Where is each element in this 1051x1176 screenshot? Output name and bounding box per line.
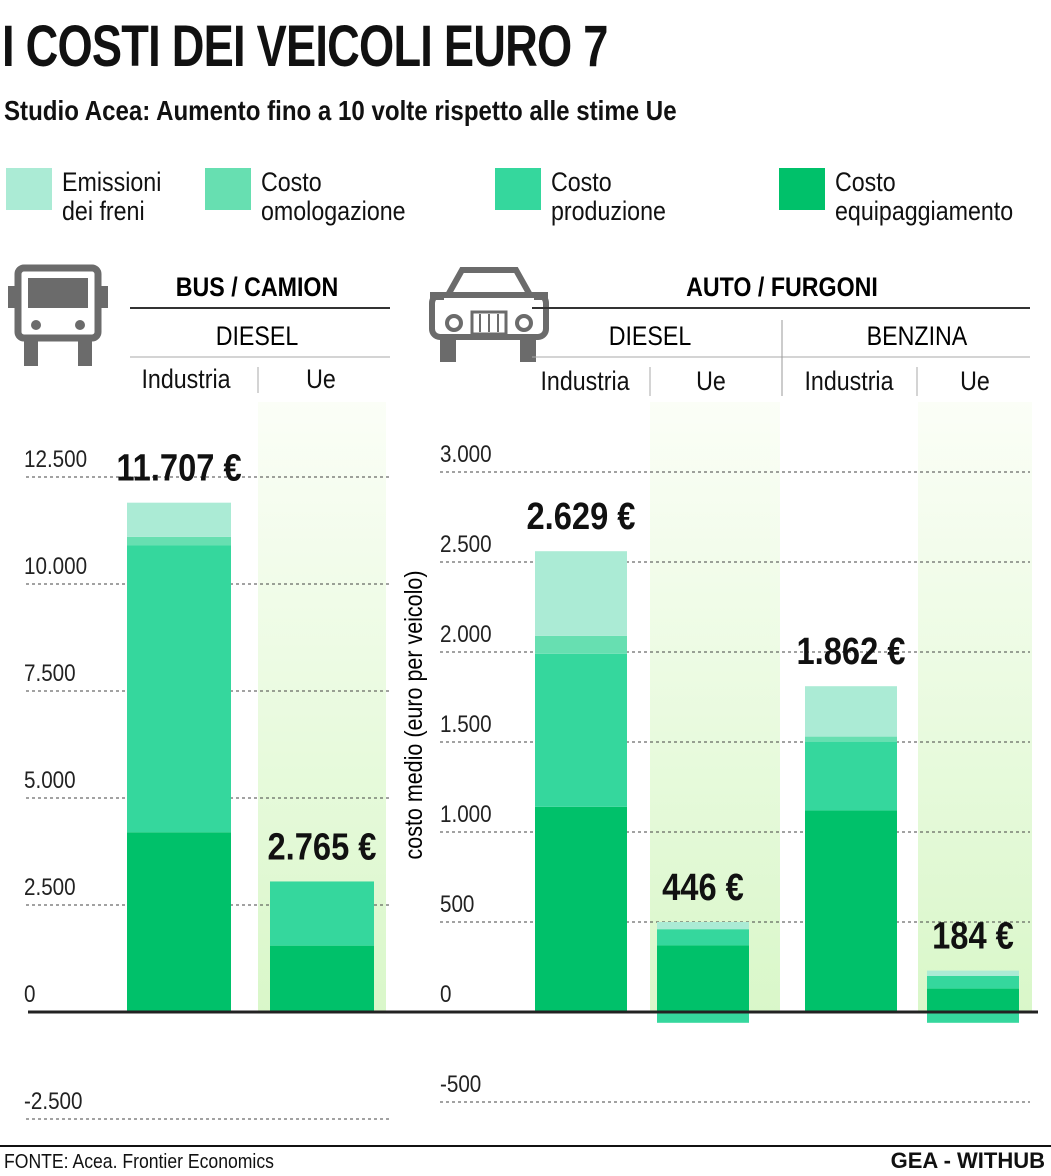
bar-segment [535,551,627,636]
category-label: Ue [306,364,336,394]
bar-segment [927,988,1019,1012]
bar-segment [535,635,627,654]
y-tick-label: -2.500 [24,1088,83,1115]
legend-label: Costo omologazione [261,167,406,226]
bar-segment [805,736,897,742]
bar-segment [657,929,749,946]
group-title-auto: AUTO / FURGONI [686,272,878,302]
bar-segment [805,742,897,811]
legend-label: Emissioni dei freni [62,167,162,226]
bar-segment [127,502,231,537]
legend-label: Costo produzione [551,167,666,226]
source-note: FONTE: Acea. Frontier Economics [4,1151,274,1173]
bar-total-label: 2.765 € [268,825,377,868]
bar-total-label: 184 € [932,914,1014,957]
page-subtitle: Studio Acea: Aumento fino a 10 volte ris… [4,95,677,126]
bar-segment [535,653,627,807]
bar-total-label: 446 € [662,866,744,909]
ue-band [650,402,780,1012]
y-tick-label: 3.000 [440,441,492,468]
bar-segment [927,970,1019,976]
y-tick-label: 1.000 [440,801,492,828]
fuel-label-auto-benzina: BENZINA [867,321,968,351]
legend-swatch [779,168,825,210]
ue-band [918,402,1032,1012]
bar-segment [805,686,897,737]
bar-segment [657,922,749,930]
category-label: Industria [804,366,893,396]
y-tick-label: 1.500 [440,711,492,738]
bar-total-label: 1.862 € [797,630,906,673]
bar-total-label: 2.629 € [527,495,636,538]
category-label: Ue [960,366,990,396]
legend-swatch [495,168,541,210]
group-title-bus: BUS / CAMION [176,272,338,302]
car-icon [429,267,549,362]
legend-label: Costo equipaggiamento [835,167,1014,226]
legend-swatch [6,168,52,210]
category-label: Ue [696,366,726,396]
y-axis-label: costo medio (euro per veicolo) [399,571,427,860]
category-label: Industria [540,366,629,396]
y-tick-label: 0 [24,981,35,1008]
fuel-label-auto-diesel: DIESEL [609,321,692,351]
category-label: Industria [141,364,230,394]
legend-swatch [205,168,251,210]
bar-segment [127,832,231,1012]
y-tick-label: -500 [440,1071,481,1098]
footer-rule [0,1145,1051,1147]
y-tick-label: 0 [440,981,451,1008]
bar-segment [127,545,231,833]
bar-segment [805,810,897,1012]
y-tick-label: 2.000 [440,621,492,648]
y-tick-label: 5.000 [24,767,76,794]
y-tick-label: 2.500 [24,874,76,901]
y-tick-label: 500 [440,891,474,918]
y-tick-label: 7.500 [24,660,76,687]
bar-segment-negative [927,1012,1019,1023]
bar-segment [535,806,627,1012]
bar-total-label: 11.707 € [116,446,242,489]
bar-segment [927,976,1019,989]
page-title: I COSTI DEI VEICOLI EURO 7 [2,14,608,79]
fuel-label-bus-diesel: DIESEL [216,321,299,351]
bar-segment-negative [657,1012,749,1023]
truck-icon [8,264,108,366]
bar-segment [270,881,374,946]
y-tick-label: 10.000 [24,553,87,580]
brand-logo: GEA - WITHUB [890,1148,1045,1173]
bar-segment [127,536,231,546]
bar-segment [270,945,374,1012]
y-tick-label: 2.500 [440,531,492,558]
bar-segment [657,945,749,1012]
y-tick-label: 12.500 [24,446,87,473]
